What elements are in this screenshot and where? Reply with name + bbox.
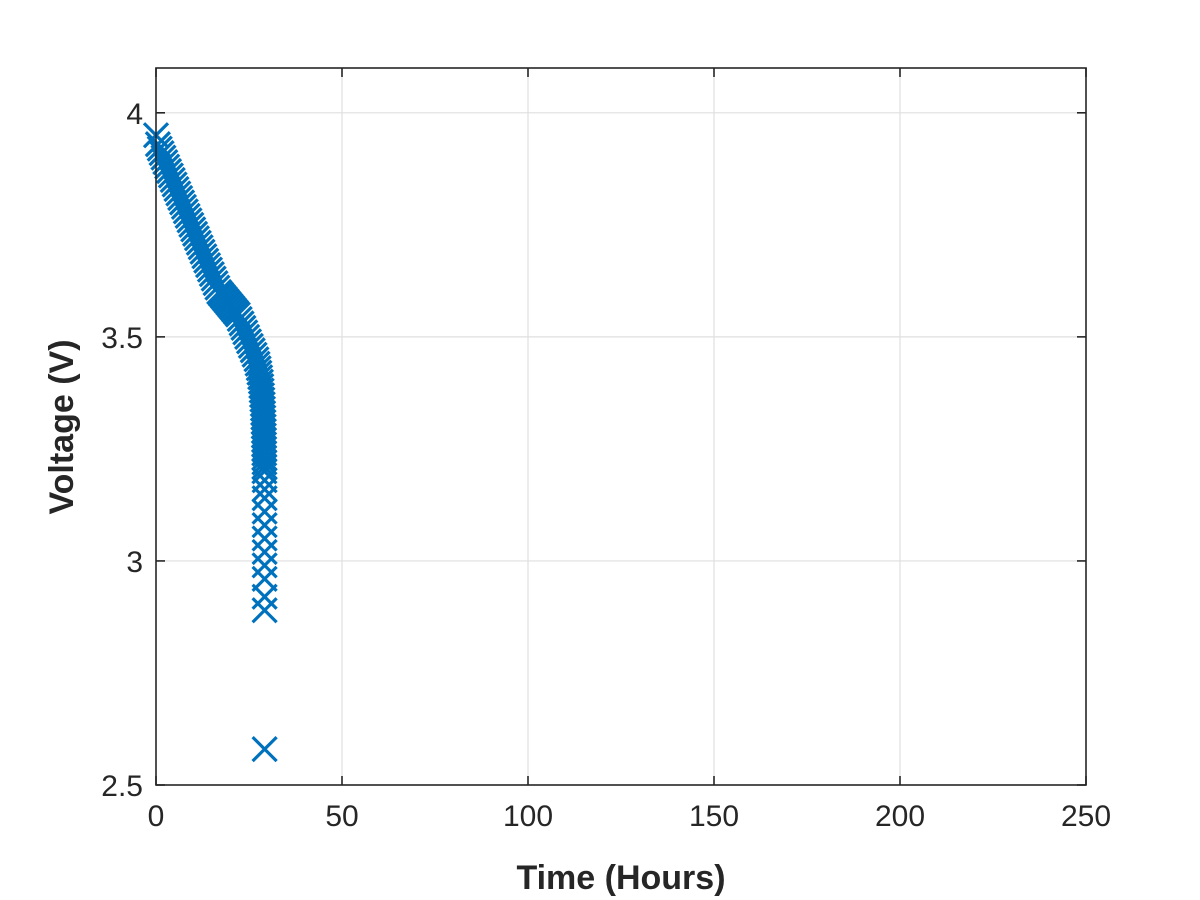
data-point-marker [251,485,278,512]
data-point-marker [251,597,278,624]
data-point-marker [159,166,186,194]
y-tick-label: 2.5 [101,770,143,803]
data-point-marker [172,198,199,225]
x-tick-label: 100 [503,800,553,833]
data-point-marker [155,157,183,185]
y-tick-label: 4 [126,98,143,131]
data-point-marker [196,256,224,283]
tick-labels: 0 50 100 150 200 250 2.5 3 3.5 4 [101,98,1111,833]
data-point-marker [232,319,259,346]
data-point-marker [230,314,257,342]
data-point-marker [200,265,227,292]
axis-ticks [155,68,1087,786]
data-point-marker [157,162,185,189]
data-point-marker [251,736,278,763]
data-point-marker [239,337,266,364]
data-point-marker [235,328,263,355]
data-point-marker [165,180,192,207]
data-point-marker [185,229,212,256]
data-point-marker [251,511,278,539]
data-point-marker [146,135,173,162]
data-point-marker [187,234,214,261]
data-point-marker [168,189,196,216]
data-point-marker [178,211,205,238]
y-axis-title: Voltage (V) [43,339,81,514]
data-point-marker [161,171,188,198]
data-point-marker [193,247,220,274]
data-point-marker [194,252,222,279]
data-point-marker [251,453,278,480]
data-point-marker [226,305,253,333]
data-point-marker [170,193,198,221]
data-point-marker [224,301,251,328]
data-point-marker [152,148,179,176]
data-point-marker [251,583,278,610]
data-point-marker [251,498,278,525]
plot-area-frame [155,67,1087,786]
data-markers [142,122,278,763]
data-point-marker [181,220,209,247]
data-point-marker [237,332,264,359]
data-point-marker [228,310,255,337]
data-point-marker [251,538,278,566]
data-point-marker [189,238,216,265]
data-point-marker [198,261,225,288]
x-axis-title: Time (Hours) [516,859,725,897]
data-point-marker [144,131,171,158]
data-point-marker [148,140,175,167]
data-point-marker [234,323,261,351]
data-point-marker [154,153,181,180]
data-point-marker [251,476,278,503]
y-tick-label: 3 [126,546,143,579]
data-point-marker [191,243,218,270]
grid [156,68,1086,785]
data-point-marker [167,184,194,212]
x-tick-label: 50 [325,800,358,833]
data-point-marker [180,216,207,243]
x-tick-label: 250 [1061,800,1111,833]
data-point-marker [176,207,203,234]
data-point-marker [183,225,211,252]
data-point-marker [251,444,278,472]
y-tick-label: 3.5 [101,322,143,355]
data-point-marker [174,202,201,230]
x-tick-label: 0 [148,800,165,833]
data-point-marker [251,525,278,552]
data-point-marker [251,552,278,579]
x-tick-label: 150 [689,800,739,833]
x-tick-label: 200 [875,800,925,833]
data-point-marker [163,175,190,203]
